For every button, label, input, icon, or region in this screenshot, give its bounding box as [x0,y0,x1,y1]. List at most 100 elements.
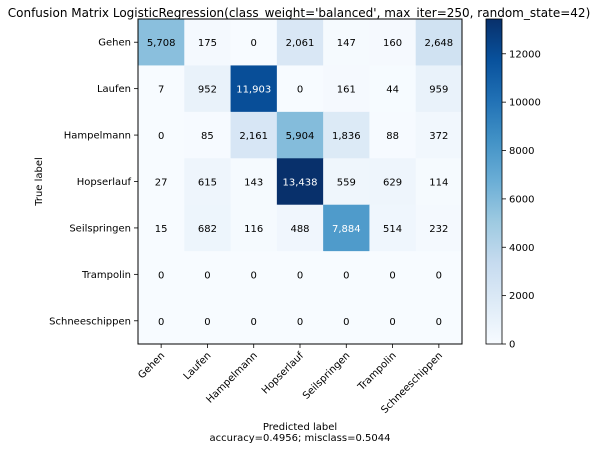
cell-value-label: 88 [386,131,399,142]
colorbar-ticks: 0 2000 4000 6000 8000 10000 12000 [502,49,541,351]
heatmap-cell [415,297,463,345]
heatmap-cell [138,111,185,159]
heatmap-cell [369,158,417,206]
cell-value-label: 0 [204,317,210,328]
heatmap-cell [369,111,417,159]
cell-value-label: 0 [389,317,395,328]
cell-value-label: 629 [383,178,402,189]
heatmap-cell [184,111,232,159]
heatmap-cell [323,204,370,252]
y-tick-label: Schneeschippen [49,316,131,327]
colorbar [485,18,503,345]
heatmap-cell [230,158,278,206]
cell-value-label: 11,903 [236,85,271,96]
cell-value-label: 5,708 [147,38,176,49]
cell-value-label: 559 [337,178,356,189]
x-tick-label: Gehen [136,350,167,381]
cell-value-label: 161 [337,85,356,96]
heatmap-cell [230,251,278,299]
heatmap-cell [323,19,370,66]
cell-value-label: 0 [158,131,164,142]
colorbar-tick-label: 2000 [509,291,534,302]
heatmap-cell [138,297,185,345]
heatmap-cell [138,158,185,206]
heatmap-cell [369,204,417,252]
y-tick-label: Hampelmann [64,131,131,142]
heatmap-cell [323,65,370,113]
cell-value-label: 615 [198,178,217,189]
cell-value-label: 0 [436,317,442,328]
x-tick-label: Trampolin [356,350,399,393]
cell-value-label: 0 [436,270,442,281]
colorbar-tick-label: 6000 [509,194,534,205]
cell-value-label: 0 [297,85,303,96]
heatmap-cell [230,204,278,252]
heatmap-cell [276,111,324,159]
heatmap-cell [184,297,232,345]
colorbar-tick-label: 8000 [509,146,534,157]
heatmap-value-labels: 5,708 175 0 2,061 147 160 2,648 7 952 11,903 0 161 4… [147,38,453,328]
heatmap-cell [369,65,417,113]
y-tick-label: Hopserlauf [77,177,132,188]
heatmap-cell [184,158,232,206]
heatmap-cell [276,251,324,299]
cell-value-label: 114 [429,178,448,189]
cell-value-label: 2,648 [425,38,454,49]
y-axis-ticks: Gehen Laufen Hampelmann Hopserlauf Seilsprin… [49,38,138,327]
cell-value-label: 232 [429,224,448,235]
y-tick-label: Gehen [98,38,131,49]
cell-value-label: 488 [290,224,309,235]
x-axis-sublabel: accuracy=0.4956; misclass=0.5044 [210,433,391,444]
cell-value-label: 147 [337,38,356,49]
chart-title: Confusion Matrix LogisticRegression(clas… [8,6,591,20]
cell-value-label: 0 [204,270,210,281]
y-tick-label: Seilspringen [69,223,131,234]
heatmap-cell [184,251,232,299]
cell-value-label: 0 [297,317,303,328]
cell-value-label: 44 [386,85,399,96]
cell-value-label: 0 [251,317,257,328]
heatmap-cell [369,251,417,299]
heatmap-cell [184,204,232,252]
colorbar-tick-label: 0 [509,340,515,351]
heatmap-cell [323,111,370,159]
heatmap-cell [415,204,463,252]
cell-value-label: 143 [244,178,263,189]
heatmap-cell [323,158,370,206]
cell-value-label: 514 [383,224,402,235]
cell-value-label: 959 [429,85,448,96]
cell-value-label: 682 [198,224,217,235]
x-tick-label: Hopserlauf [260,350,306,396]
y-tick-label: Trampolin [81,270,131,281]
heatmap-cell [138,204,185,252]
cell-value-label: 0 [158,317,164,328]
cell-value-label: 7,884 [332,224,361,235]
heatmap-cell [415,158,463,206]
cell-value-label: 175 [198,38,217,49]
heatmap-cell [230,19,278,66]
y-tick-label: Laufen [97,84,131,95]
cell-value-label: 0 [158,270,164,281]
cell-value-label: 0 [251,270,257,281]
colorbar-tick-label: 4000 [509,243,534,254]
heatmap-cell [276,158,324,206]
heatmap-cell [323,297,370,345]
heatmap-cell [369,19,417,66]
cell-value-label: 952 [198,85,217,96]
heatmap-cell [184,65,232,113]
heatmap-cells [138,19,463,345]
cell-value-label: 85 [201,131,214,142]
heatmap-cell [276,19,324,66]
heatmap-cell [276,65,324,113]
cell-value-label: 0 [343,270,349,281]
cell-value-label: 15 [155,224,168,235]
cell-value-label: 2,161 [239,131,268,142]
heatmap-cell [415,19,463,66]
heatmap-cell [276,204,324,252]
heatmap-cell [323,251,370,299]
heatmap-cell [230,65,278,113]
heatmap-cell [138,19,185,66]
x-tick-label: Laufen [182,350,214,382]
cell-value-label: 1,836 [332,131,361,142]
